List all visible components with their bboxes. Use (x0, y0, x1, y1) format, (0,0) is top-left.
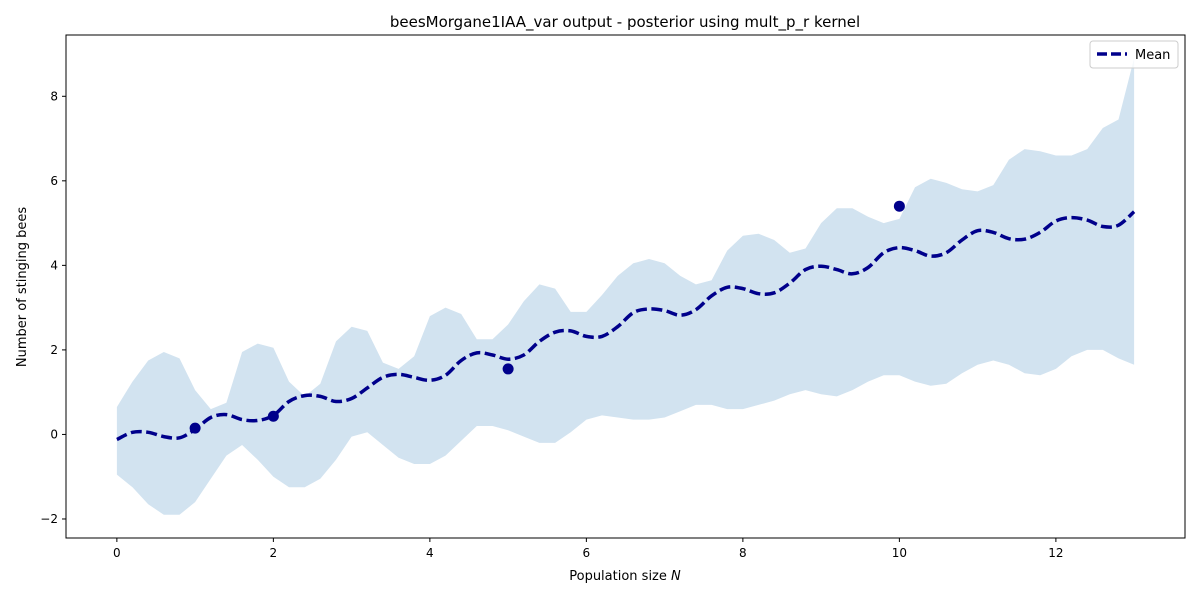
legend-mean-label: Mean (1135, 48, 1170, 63)
y-axis: −2 0 2 4 6 8 (40, 89, 66, 526)
x-tick-label: 12 (1048, 546, 1063, 560)
y-tick-label: 2 (50, 343, 58, 357)
chart-title: beesMorgane1IAA_var output - posterior u… (390, 13, 860, 32)
x-axis-label-variable: N (671, 569, 681, 584)
observation-point (189, 422, 201, 434)
y-tick-label: 0 (50, 427, 58, 441)
legend-frame (1089, 40, 1179, 69)
y-tick-label: −2 (40, 512, 58, 526)
x-tick-label: 2 (270, 546, 278, 560)
x-axis: 0 2 4 6 8 10 12 (113, 538, 1064, 560)
y-tick-label: 8 (50, 89, 58, 103)
y-axis-label: Number of stinging bees (15, 207, 30, 367)
observation-point (502, 363, 514, 375)
credible-band-area (116, 58, 1135, 515)
x-tick-label: 6 (583, 546, 591, 560)
observation-point (267, 410, 279, 422)
y-tick-label: 4 (50, 258, 58, 272)
x-tick-label: 8 (739, 546, 747, 560)
legend: Mean (1089, 40, 1179, 69)
x-axis-label: Population size N (569, 569, 681, 584)
x-axis-label-text: Population size (569, 569, 667, 584)
y-tick-label: 6 (50, 174, 58, 188)
x-tick-label: 4 (426, 546, 434, 560)
plot-area (65, 34, 1186, 539)
observation-point (893, 200, 905, 212)
credible-band (116, 58, 1135, 515)
x-tick-label: 0 (113, 546, 121, 560)
mean-line (116, 210, 1136, 442)
plot-frame (65, 34, 1186, 539)
x-tick-label: 10 (892, 546, 907, 560)
mean-series (116, 210, 1136, 442)
observations (189, 200, 905, 434)
